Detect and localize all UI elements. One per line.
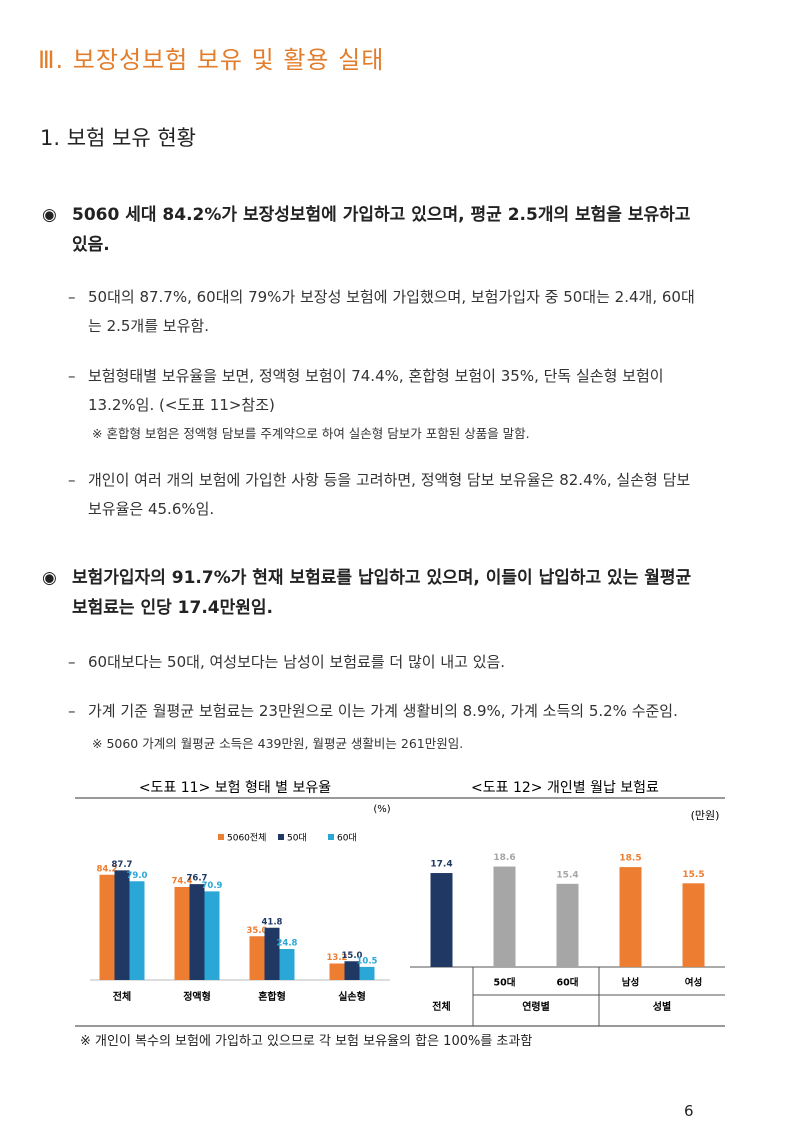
bar [189,884,205,980]
bar [99,874,115,980]
x-tick-label: 50대 [494,977,516,989]
bullet-item: 개인이 여러 개의 보험에 가입한 사항 등을 고려하면, 정액형 담보 보유율… [68,466,700,524]
bar [430,873,453,967]
group-label: 연령별 [522,1000,550,1013]
x-tick-label: 남성 [622,977,639,989]
x-tick-label: 60대 [557,977,579,989]
x-tick-label: 전체 [113,990,131,1003]
value-label: 74.4 [172,877,193,887]
section-title: Ⅲ. 보장성보험 보유 및 활용 실태 [38,46,385,74]
group-label: 성별 [653,1000,671,1013]
footnote: ※ 개인이 복수의 보험에 가입하고 있으므로 각 보험 보유율의 합은 100… [80,1034,533,1049]
value-label: 79.0 [127,871,148,881]
x-tick-label: 실손형 [338,990,366,1003]
note: ※ 혼합형 보험은 정액형 담보를 주계약으로 하여 실손형 담보가 포함된 상… [92,426,530,441]
x-tick-label: 여성 [685,977,702,989]
value-label: 10.5 [357,956,378,966]
bar [493,866,516,967]
bullet-item: 가계 기준 월평균 보험료는 23만원으로 이는 가계 생활비의 8.9%, 가… [68,697,700,726]
value-label: 15.5 [682,870,704,880]
group-label: 전체 [432,1000,450,1013]
bar [682,883,705,967]
value-label: 15.4 [556,870,578,880]
x-tick-label: 정액형 [183,990,211,1003]
value-label: 15.0 [342,951,363,961]
unit-label: (만원) [691,809,720,822]
value-label: 17.4 [430,860,452,870]
bar [329,963,345,980]
bar [174,887,190,980]
value-label: 87.7 [112,860,133,870]
legend-label: 60대 [337,833,357,844]
value-label: 18.5 [619,854,641,864]
note: ※ 5060 가계의 월평균 소득은 439만원, 월평균 생활비는 261만원… [92,736,464,751]
legend-swatch [218,834,224,840]
bullet-heading: 보험가입자의 91.7%가 현재 보험료를 납입하고 있으며, 이들이 납입하고… [42,563,702,623]
value-label: 76.7 [187,874,208,884]
bar [114,870,130,980]
value-label: 84.2 [97,864,118,874]
bullet-item: 보험형태별 보유율을 보면, 정액형 보험이 74.4%, 혼합형 보험이 35… [68,362,700,420]
bullet-heading: 5060 세대 84.2%가 보장성보험에 가입하고 있으며, 평균 2.5개의… [42,200,702,260]
page-number: 6 [684,1102,694,1120]
legend-label: 50대 [287,833,307,844]
value-label: 24.8 [277,939,298,949]
value-label: 13.2 [327,953,348,963]
x-tick-label: 혼합형 [258,990,286,1003]
bar [264,927,280,980]
value-label: 70.9 [202,881,223,891]
bar [359,966,375,980]
bullet-item: 60대보다는 50대, 여성보다는 남성이 보험료를 더 많이 내고 있음. [68,648,700,677]
value-label: 18.6 [493,853,515,863]
value-label: 41.8 [262,917,283,927]
legend-label: 5060전체 [227,833,266,844]
bar [344,961,360,980]
legend-swatch [278,834,284,840]
bar [279,949,295,980]
value-label: 35.0 [247,926,268,936]
bar [129,881,145,980]
legend-swatch [328,834,334,840]
chart-title: <도표 11> 보험 형태 별 보유율 [139,780,331,796]
bullet-item: 50대의 87.7%, 60대의 79%가 보장성 보험에 가입했으며, 보험가… [68,283,700,341]
bar [619,867,642,967]
subsection-title: 1. 보험 보유 현황 [40,126,196,150]
bar [556,883,579,967]
chart-title: <도표 12> 개인별 월납 보험료 [471,780,659,796]
unit-label: (%) [373,804,390,815]
bar [249,936,265,980]
bar [204,891,220,980]
